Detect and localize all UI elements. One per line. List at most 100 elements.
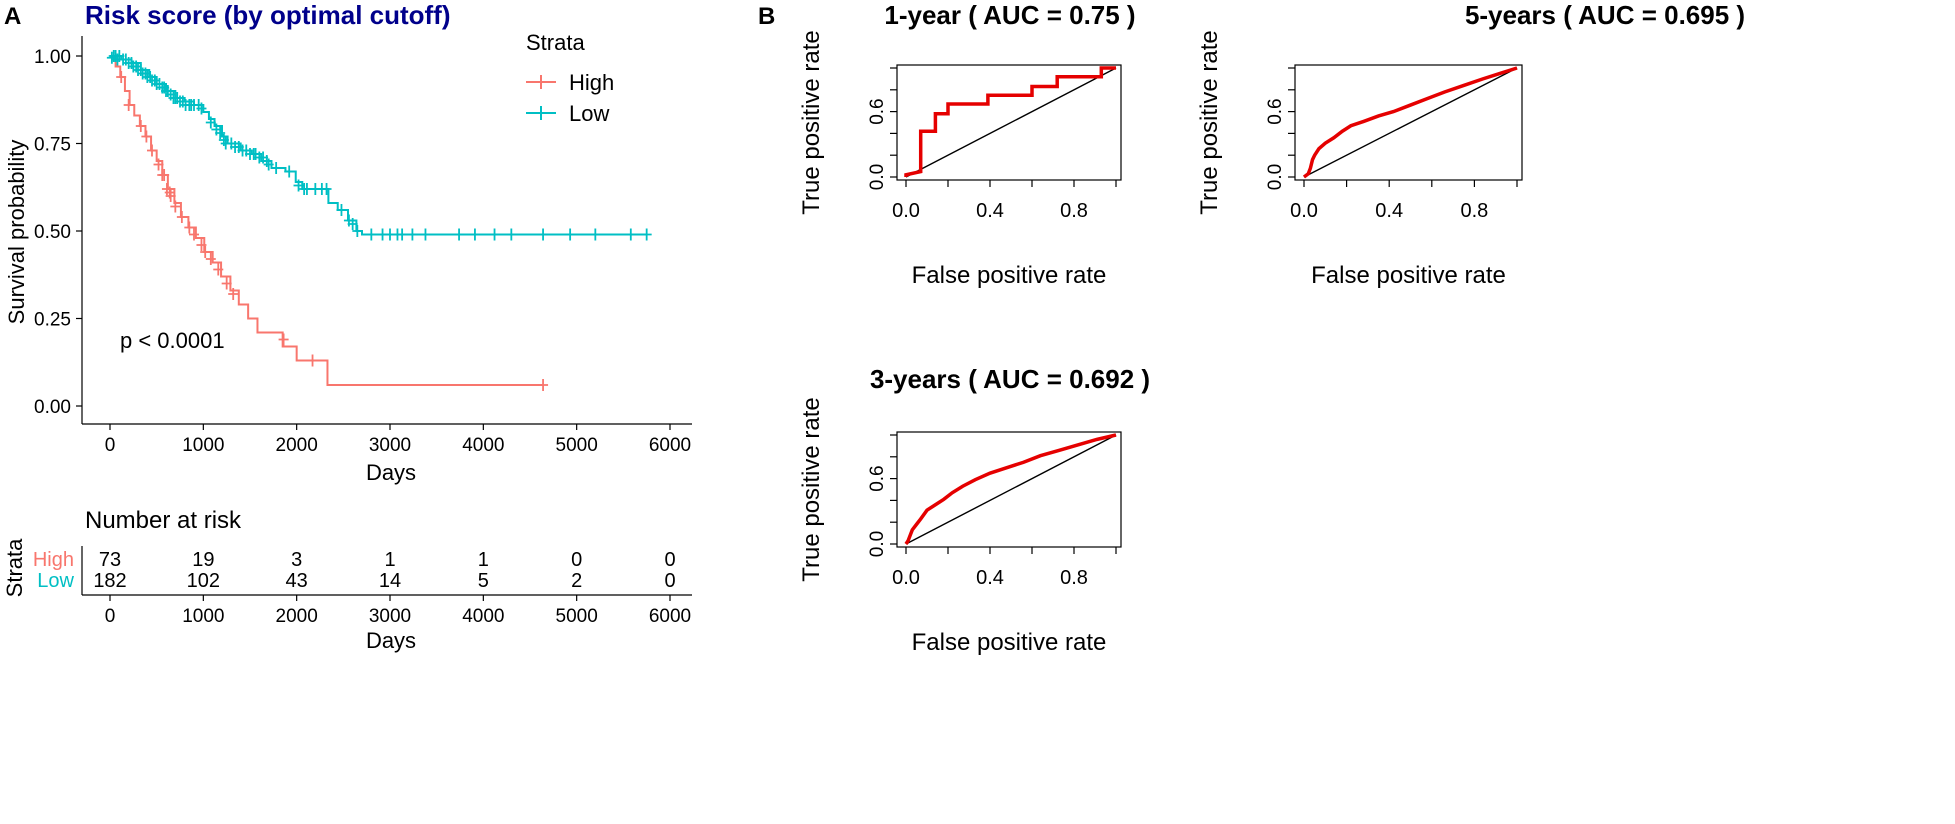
km-censor-mark-low [271, 162, 282, 174]
km-censor-mark-high [159, 169, 170, 181]
km-censor-mark-low [538, 228, 549, 241]
legend-entry-high: High [526, 70, 614, 95]
km-censor-mark-high [176, 211, 187, 223]
km-curve-low [110, 55, 647, 236]
roc-3year-plot: 3-years ( AUC = 0.692 ) 0.0 0.6 0.0 0.4 0.8 Fa… [798, 364, 1150, 656]
roc-1year-xtick-label: 0.4 [976, 200, 1004, 222]
km-censor-mark-high [189, 228, 199, 241]
roc-5year-title: 5-years ( AUC = 0.695 ) [1465, 0, 1745, 30]
risk-label-high: High [33, 549, 74, 571]
km-censor-mark-high [135, 120, 146, 132]
roc-1year-curve [904, 66, 1116, 177]
risk-xtick-label: 0 [105, 606, 116, 627]
legend-label-high: High [569, 70, 614, 95]
risk-label-low: Low [37, 570, 74, 592]
km-censor-mark-low [625, 228, 636, 241]
km-title: Risk score (by optimal cutoff) [85, 0, 451, 30]
km-plot: Risk score (by optimal cutoff) Survival … [4, 0, 692, 485]
km-ytick-label: 1.00 [34, 47, 71, 68]
km-pvalue: p < 0.0001 [120, 328, 225, 353]
km-xtick-label: 1000 [182, 435, 224, 456]
risk-cell-low: 0 [664, 570, 675, 592]
roc-3year-diagonal [905, 434, 1117, 545]
roc-5year-curve [1302, 66, 1518, 179]
roc-5year-xtick-label: 0.8 [1460, 200, 1488, 222]
km-censor-mark-high [153, 158, 164, 171]
km-censor-mark-low [205, 116, 216, 129]
km-xtick-label: 3000 [369, 435, 411, 456]
risk-table: Number at risk Strata High Low 73 19 3 1 1 0 0… [2, 507, 692, 653]
km-censor-mark-low [565, 228, 576, 241]
roc-1year-frame [896, 64, 1122, 181]
roc-1year-xtick-label: 0.8 [1060, 200, 1088, 222]
km-censor-mark-low [196, 102, 207, 115]
km-censor-mark-low [293, 179, 304, 192]
km-ytick-label: 0.75 [34, 135, 71, 156]
km-censor-mark-low [469, 228, 480, 241]
km-xtick-label: 0 [105, 435, 116, 456]
roc-3year-xlabel: False positive rate [912, 629, 1107, 656]
km-censor-mark-low [489, 228, 500, 241]
roc-1year-diagonal [905, 67, 1117, 178]
roc-1year-xlabel: False positive rate [912, 262, 1107, 289]
km-legend: Strata High Low [526, 30, 614, 126]
km-xtick-label: 5000 [556, 435, 598, 456]
km-censor-mark-high [184, 221, 195, 234]
legend-title: Strata [526, 30, 585, 55]
legend-entry-low: Low [526, 101, 609, 126]
km-censor-mark-low [336, 204, 347, 216]
roc-3year-ytick-label: 0.0 [867, 531, 888, 557]
km-xtick-label: 6000 [649, 435, 691, 456]
km-censor-mark-low [352, 225, 363, 237]
km-censor-mark-low [366, 228, 377, 241]
roc-5year-xtick-label: 0.0 [1290, 200, 1318, 222]
risk-cell-high: 0 [571, 549, 582, 571]
roc-1year-xtick-label: 0.0 [892, 200, 920, 222]
roc-1year-ylabel: True positive rate [798, 30, 825, 215]
km-censor-mark-high [200, 246, 211, 258]
roc-3year-curve [904, 433, 1117, 545]
km-censor-mark-high [307, 354, 318, 367]
km-xlabel: Days [366, 460, 416, 485]
roc-1year-ytick-label: 0.0 [867, 164, 888, 190]
km-xtick-label: 2000 [276, 435, 318, 456]
km-ylabel: Survival probability [4, 140, 29, 325]
panel-label-b: B [758, 3, 775, 30]
panel-label-a: A [4, 3, 21, 30]
roc-5year-ytick-label: 0.6 [1265, 98, 1286, 124]
km-censor-mark-high [170, 200, 181, 213]
risk-cell-high: 73 [99, 549, 121, 571]
km-xtick-label: 4000 [462, 435, 504, 456]
roc-1year-plot: 1-year ( AUC = 0.75 ) 0.0 0.6 0.0 0.4 0.8 Fals… [798, 0, 1136, 289]
risk-cell-low: 5 [478, 570, 489, 592]
km-ytick-label: 0.00 [34, 397, 71, 418]
roc-5year-ylabel: True positive rate [1196, 30, 1223, 215]
legend-label-low: Low [569, 101, 609, 126]
risk-xtick-label: 1000 [182, 606, 224, 627]
km-censor-mark-high [278, 333, 289, 346]
km-censor-mark-low [215, 127, 226, 139]
risk-cell-low: 43 [286, 570, 308, 592]
risk-cell-high: 1 [384, 549, 395, 571]
km-censor-mark-low [506, 228, 517, 241]
roc-3year-title: 3-years ( AUC = 0.692 ) [870, 364, 1150, 394]
km-censor-mark-high [205, 253, 216, 265]
roc-3year-ylabel: True positive rate [798, 397, 825, 582]
roc-1year-title: 1-year ( AUC = 0.75 ) [884, 0, 1135, 30]
roc-5year-frame [1294, 64, 1523, 181]
roc-5year-xtick-label: 0.4 [1375, 200, 1403, 222]
risk-ylabel: Strata [2, 538, 27, 597]
risk-xtick-label: 6000 [649, 606, 691, 627]
km-censor-mark-low [407, 228, 418, 241]
roc-3year-ytick-label: 0.6 [867, 465, 888, 491]
risk-cell-low: 14 [379, 570, 401, 592]
risk-xtick-label: 5000 [556, 606, 598, 627]
risk-xtick-label: 3000 [369, 606, 411, 627]
km-censor-mark-high [165, 190, 176, 202]
roc-1year-ytick-label: 0.6 [867, 98, 888, 124]
km-censor-mark-low [397, 228, 408, 241]
risk-cell-high: 19 [192, 549, 214, 571]
km-ytick-label: 0.50 [34, 222, 71, 243]
km-censor-mark-high [116, 71, 127, 83]
